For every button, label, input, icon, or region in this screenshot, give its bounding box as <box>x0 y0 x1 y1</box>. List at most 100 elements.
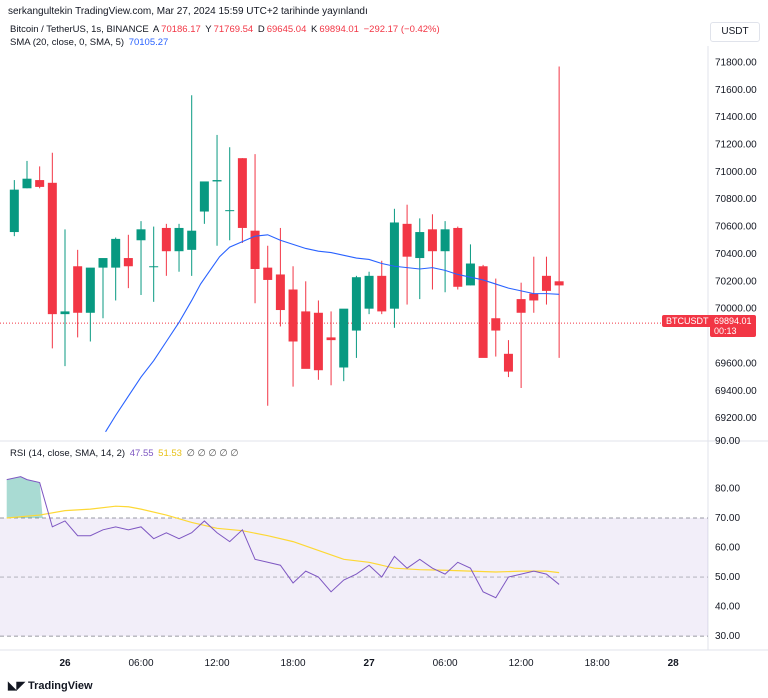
candle <box>289 266 298 386</box>
candle-body <box>504 354 513 372</box>
candle-body <box>86 268 95 313</box>
candle-body <box>73 266 82 313</box>
candle <box>99 258 108 318</box>
tradingview-logo-icon: ◣◤ <box>8 680 28 692</box>
candle-body <box>517 299 526 313</box>
rsi-tick-label: 30.00 <box>715 631 740 642</box>
candle-body <box>22 179 31 189</box>
candle <box>251 154 260 303</box>
candle <box>542 257 551 305</box>
time-tick-label: 06:00 <box>433 658 458 669</box>
candle <box>22 161 31 188</box>
candle-body <box>314 313 323 370</box>
candle <box>377 261 386 314</box>
candle <box>162 224 171 276</box>
candle <box>213 135 222 246</box>
candle-body <box>200 181 209 211</box>
price-tick-label: 70600.00 <box>715 222 757 233</box>
candle-body <box>339 309 348 368</box>
candle-body <box>352 277 361 330</box>
time-tick-label: 26 <box>59 658 71 669</box>
candle-body <box>35 180 44 187</box>
candle <box>137 221 146 295</box>
candle <box>73 250 82 338</box>
rsi-tick-label: 80.00 <box>715 483 740 494</box>
candle-body <box>529 294 538 301</box>
time-tick-label: 28 <box>668 658 680 669</box>
candle <box>352 276 361 358</box>
candle-body <box>441 229 450 251</box>
price-tick-label: 70800.00 <box>715 194 757 205</box>
candle-body <box>263 268 272 280</box>
candle <box>491 279 500 357</box>
candle-body <box>99 258 108 268</box>
price-tag-value: 69894.01 <box>714 316 752 326</box>
candle-body <box>403 224 412 257</box>
candle <box>428 214 437 289</box>
candle <box>441 221 450 292</box>
candle <box>225 147 234 240</box>
rsi-tick-label: 60.00 <box>715 543 740 554</box>
candle-body <box>542 276 551 291</box>
price-tag-symbol: BTCUSDT <box>662 315 713 327</box>
price-tag-timer: 00:13 <box>714 326 752 336</box>
candle-body <box>428 229 437 251</box>
candle <box>263 246 272 406</box>
candle-body <box>137 229 146 240</box>
time-tick-label: 06:00 <box>129 658 154 669</box>
rsi-tick-label: 90.00 <box>715 436 740 447</box>
candle <box>111 238 120 301</box>
candle-body <box>162 228 171 251</box>
price-tick-label: 70400.00 <box>715 249 757 260</box>
candle <box>301 281 310 369</box>
price-tick-label: 71200.00 <box>715 140 757 151</box>
candle <box>314 300 323 379</box>
candle <box>517 283 526 388</box>
candle <box>238 158 247 243</box>
candle <box>124 235 133 288</box>
price-tick-label: 69400.00 <box>715 386 757 397</box>
candle-body <box>149 266 158 267</box>
candle-body <box>365 276 374 309</box>
candle <box>149 227 158 302</box>
candle <box>187 95 196 276</box>
candle-body <box>276 274 285 310</box>
price-tick-label: 70200.00 <box>715 276 757 287</box>
price-tick-label: 69200.00 <box>715 413 757 424</box>
candle-body <box>48 183 57 314</box>
candle <box>200 181 209 223</box>
candle-body <box>555 281 564 285</box>
price-tick-label: 71800.00 <box>715 57 757 68</box>
candle <box>339 309 348 382</box>
chart-canvas[interactable]: 71800.0071600.0071400.0071200.0071000.00… <box>0 0 768 698</box>
candle <box>10 180 19 236</box>
time-tick-label: 12:00 <box>509 658 534 669</box>
candle-body <box>301 311 310 368</box>
candle <box>175 224 184 272</box>
sma-line <box>106 235 560 432</box>
candle <box>48 153 57 349</box>
candle-body <box>187 231 196 250</box>
time-tick-label: 18:00 <box>585 658 610 669</box>
price-tag-price: 69894.01 00:13 <box>710 315 756 337</box>
candle <box>327 311 336 385</box>
candle <box>61 229 70 366</box>
candle <box>555 67 564 358</box>
candle-body <box>415 232 424 258</box>
candle-body <box>124 258 133 266</box>
candle-body <box>61 311 70 314</box>
candle-body <box>289 290 298 342</box>
candle <box>35 166 44 188</box>
candle <box>403 205 412 305</box>
candle-body <box>491 318 500 330</box>
candle <box>529 257 538 313</box>
candle-body <box>453 228 462 287</box>
candle <box>365 272 374 314</box>
tradingview-brand: TradingView <box>28 680 93 692</box>
candle-body <box>10 190 19 232</box>
rsi-overbought-fill <box>7 477 43 518</box>
candle-body <box>466 264 475 286</box>
price-tick-label: 71000.00 <box>715 167 757 178</box>
rsi-tick-label: 40.00 <box>715 602 740 613</box>
candle-body <box>175 228 184 251</box>
